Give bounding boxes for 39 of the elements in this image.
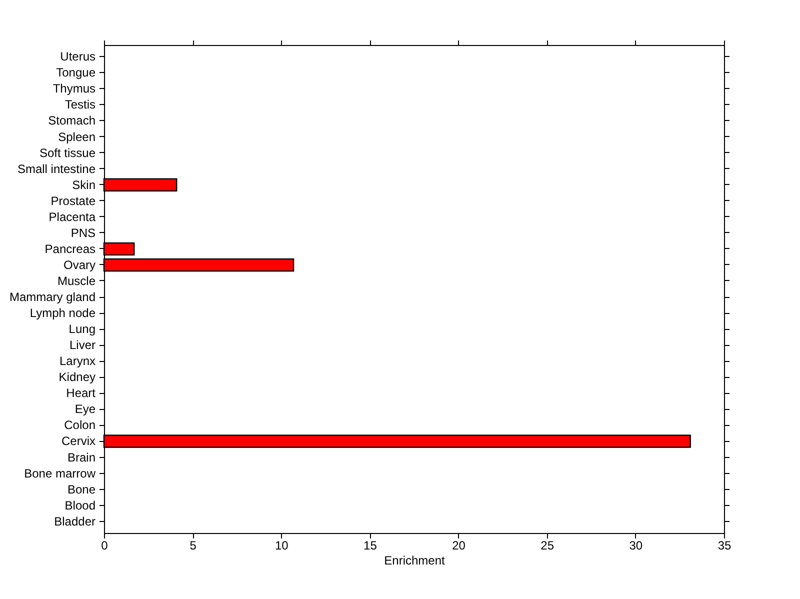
x-tick-label: 30	[629, 538, 643, 552]
x-tick-label: 0	[101, 538, 108, 552]
x-tick-label: 10	[274, 538, 289, 552]
y-tick-label: Placenta	[48, 210, 96, 224]
x-tick-label: 25	[540, 538, 554, 552]
y-tick-label: Heart	[66, 386, 96, 400]
x-tick-label: 5	[190, 538, 197, 552]
y-tick-label: Tongue	[56, 66, 96, 80]
y-tick-label: Colon	[64, 418, 96, 432]
y-tick-label: Liver	[69, 338, 96, 352]
y-tick-label: Larynx	[59, 354, 96, 368]
y-tick-label: Eye	[74, 402, 96, 416]
y-tick-label: PNS	[70, 226, 96, 240]
x-tick-label: 15	[364, 538, 378, 552]
y-tick-label: Stomach	[48, 114, 96, 128]
y-tick-label: Spleen	[58, 130, 96, 144]
y-tick-label: Bladder	[54, 514, 96, 528]
y-tick-label: Muscle	[57, 274, 96, 288]
y-tick-label: Lung	[68, 322, 96, 336]
y-tick-label: Lymph node	[30, 306, 96, 320]
x-tick-label: 35	[718, 538, 732, 552]
y-tick-label: Blood	[64, 498, 96, 512]
x-axis-title: Enrichment	[384, 554, 446, 568]
y-tick-label: Skin	[72, 178, 96, 192]
y-tick-label: Mammary gland	[9, 290, 96, 304]
y-tick-label: Bone	[67, 482, 96, 496]
y-tick-label: Thymus	[52, 82, 96, 96]
y-tick-label: Uterus	[60, 50, 96, 64]
y-tick-label: Brain	[67, 450, 96, 464]
y-tick-label: Small intestine	[17, 162, 96, 176]
y-tick-label: Kidney	[58, 370, 96, 384]
y-tick-label: Pancreas	[44, 242, 96, 256]
y-tick-label: Cervix	[61, 434, 96, 448]
x-tick-label: 20	[452, 538, 466, 552]
y-tick-label: Soft tissue	[39, 146, 96, 160]
y-tick-label: Testis	[64, 98, 96, 112]
y-tick-label: Prostate	[50, 194, 96, 208]
y-tick-label: Ovary	[63, 258, 96, 272]
y-tick-label: Bone marrow	[24, 466, 96, 480]
